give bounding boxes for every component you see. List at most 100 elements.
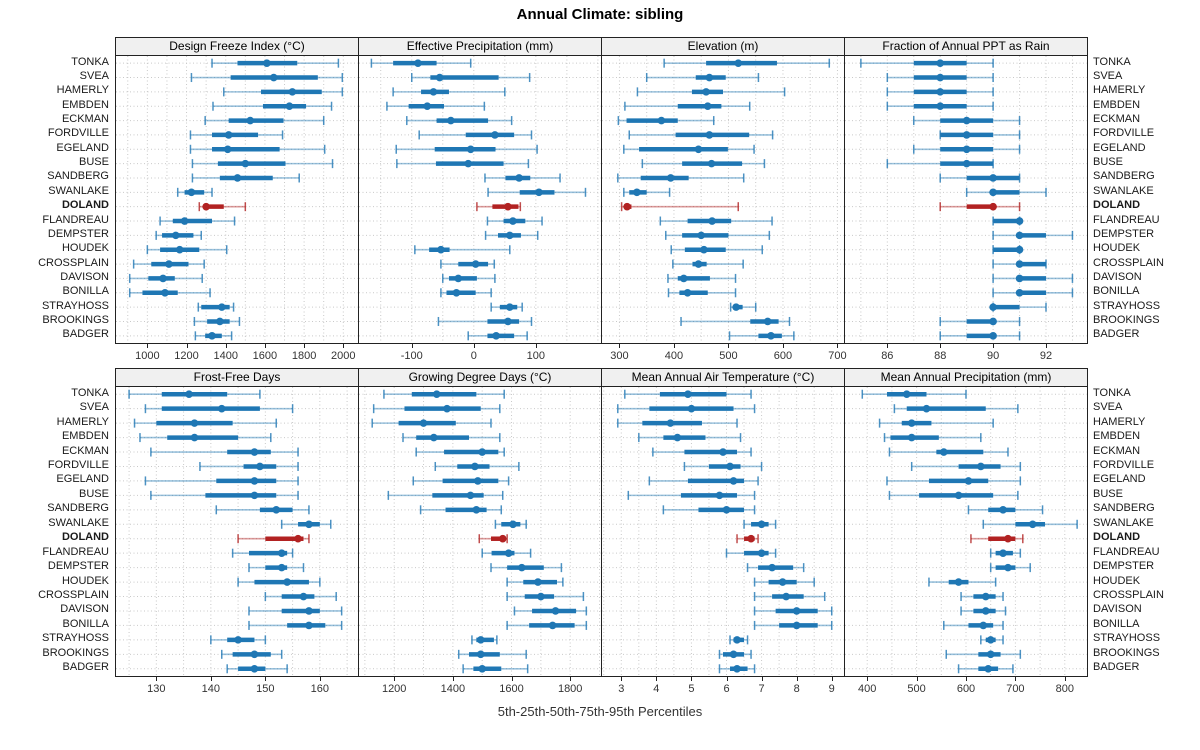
axis-tick-mark: [867, 676, 869, 681]
station-label-right-bonilla: BONILLA: [1093, 617, 1140, 630]
station-label-right-fordville: FORDVILLE: [1093, 127, 1155, 140]
axis-tick-label: 1600: [252, 350, 278, 362]
panel-effective-precipitation-mm: Effective Precipitation (mm): [358, 37, 602, 344]
station-label-left-hamerly: HAMERLY: [56, 415, 109, 428]
percentile-plot-elevation-m: [602, 56, 844, 343]
station-label-left-sandberg: SANDBERG: [47, 502, 109, 515]
station-label-left-embden: EMBDEN: [61, 98, 109, 111]
axis-tick-mark: [831, 676, 833, 681]
station-label-left-bonilla: BONILLA: [62, 617, 109, 630]
percentile-plot-effective-precipitation-mm: [359, 56, 601, 343]
station-label-left-flandreau: FLANDREAU: [42, 545, 109, 558]
station-label-left-brookings: BROOKINGS: [42, 646, 109, 659]
panel-header-effective-precipitation-mm: Effective Precipitation (mm): [359, 38, 601, 56]
axis-tick-label: 100: [526, 350, 546, 362]
axis-tick-label: 500: [907, 683, 926, 695]
station-label-right-dempster: DEMPSTER: [1093, 560, 1155, 573]
station-label-left-eckman: ECKMAN: [61, 444, 109, 457]
percentile-plot-growing-degree-days-c: [359, 387, 601, 676]
station-label-left-dempster: DEMPSTER: [47, 227, 109, 240]
axis-tick-label: 160: [310, 683, 330, 695]
station-label-right-tonka: TONKA: [1093, 55, 1131, 68]
axis-tick-label: 88: [934, 350, 947, 362]
axis-tick-label: 700: [1006, 683, 1025, 695]
axis-tick-label: 6: [723, 683, 730, 695]
axis-tick-mark: [796, 676, 798, 681]
station-label-right-houdek: HOUDEK: [1093, 242, 1141, 255]
station-label-left-strayhoss: STRAYHOSS: [41, 632, 109, 645]
axis-tick-label: 7: [758, 683, 765, 695]
station-label-right-crossplain: CROSSPLAIN: [1093, 589, 1164, 602]
station-label-left-egeland: EGELAND: [56, 473, 109, 486]
station-label-left-tonka: TONKA: [71, 55, 109, 68]
station-label-right-buse: BUSE: [1093, 487, 1123, 500]
station-label-right-flandreau: FLANDREAU: [1093, 213, 1160, 226]
axis-tick-mark: [225, 343, 227, 348]
station-label-right-davison: DAVISON: [1093, 270, 1142, 283]
panel-mean-annual-precipitation-mm: Mean Annual Precipitation (mm): [844, 368, 1088, 677]
panel-header-frost-free-days: Frost-Free Days: [116, 369, 358, 387]
axis-tick-mark: [411, 343, 413, 348]
station-label-left-brookings: BROOKINGS: [42, 313, 109, 326]
station-label-right-sandberg: SANDBERG: [1093, 170, 1155, 183]
station-label-right-brookings: BROOKINGS: [1093, 313, 1160, 326]
panel-elevation-m: Elevation (m): [601, 37, 845, 344]
percentile-plot-mean-annual-precipitation-mm: [845, 387, 1087, 676]
station-label-right-houdek: HOUDEK: [1093, 574, 1141, 587]
axis-tick-mark: [656, 676, 658, 681]
axis-tick-mark: [916, 676, 918, 681]
axis-tick-mark: [1015, 676, 1017, 681]
station-label-right-swanlake: SWANLAKE: [1093, 184, 1154, 197]
axis-tick-label: 3: [618, 683, 625, 695]
station-label-right-buse: BUSE: [1093, 156, 1123, 169]
axis-tick-label: 5: [688, 683, 695, 695]
station-label-right-bonilla: BONILLA: [1093, 285, 1140, 298]
axis-tick-mark: [940, 343, 942, 348]
axis-tick-mark: [691, 676, 693, 681]
axis-tick-mark: [887, 343, 889, 348]
axis-tick-label: 9: [828, 683, 835, 695]
station-label-left-egeland: EGELAND: [56, 141, 109, 154]
station-label-left-davison: DAVISON: [60, 603, 109, 616]
station-label-left-tonka: TONKA: [71, 386, 109, 399]
axis-tick-label: 1400: [440, 683, 466, 695]
chart-title: Annual Climate: sibling: [516, 6, 684, 23]
station-label-left-strayhoss: STRAYHOSS: [41, 299, 109, 312]
axis-tick-label: 130: [147, 683, 166, 695]
axis-tick-mark: [837, 343, 839, 348]
panel-fraction-of-annual-ppt-as-rain: Fraction of Annual PPT as Rain: [844, 37, 1088, 344]
station-label-left-fordville: FORDVILLE: [47, 127, 109, 140]
station-label-right-strayhoss: STRAYHOSS: [1093, 299, 1161, 312]
chart-footer-caption: 5th-25th-50th-75th-95th Percentiles: [497, 704, 703, 719]
axis-tick-mark: [728, 343, 730, 348]
station-label-left-swanlake: SWANLAKE: [48, 516, 109, 529]
axis-tick-label: 1800: [557, 683, 583, 695]
axis-tick-mark: [473, 343, 475, 348]
axis-tick-mark: [761, 676, 763, 681]
axis-tick-label: 150: [256, 683, 275, 695]
station-label-left-badger: BADGER: [62, 328, 109, 341]
station-label-left-houdek: HOUDEK: [61, 242, 109, 255]
station-label-left-hamerly: HAMERLY: [56, 84, 109, 97]
axis-tick-mark: [1046, 343, 1047, 348]
axis-tick-mark: [210, 676, 212, 681]
percentile-plot-mean-annual-air-temperature-c: [602, 387, 844, 676]
station-label-left-badger: BADGER: [62, 661, 109, 674]
axis-tick-mark: [511, 676, 513, 681]
axis-tick-label: 1200: [381, 683, 407, 695]
panel-design-freeze-index-c: Design Freeze Index (°C): [115, 37, 359, 344]
station-label-right-eckman: ECKMAN: [1093, 444, 1141, 457]
percentile-plot-frost-free-days: [116, 387, 358, 676]
station-label-right-doland: DOLAND: [1093, 199, 1141, 212]
axis-tick-label: 1800: [291, 350, 317, 362]
axis-tick-label: 1600: [499, 683, 524, 695]
station-label-right-hamerly: HAMERLY: [1093, 84, 1146, 97]
axis-tick-label: 1000: [135, 350, 160, 362]
axis-tick-label: 86: [881, 350, 894, 362]
panel-mean-annual-air-temperature-c: Mean Annual Air Temperature (°C): [601, 368, 845, 677]
axis-tick-label: 600: [956, 683, 976, 695]
station-label-right-strayhoss: STRAYHOSS: [1093, 632, 1161, 645]
station-label-left-svea: SVEA: [79, 70, 109, 83]
axis-tick-mark: [147, 343, 149, 348]
